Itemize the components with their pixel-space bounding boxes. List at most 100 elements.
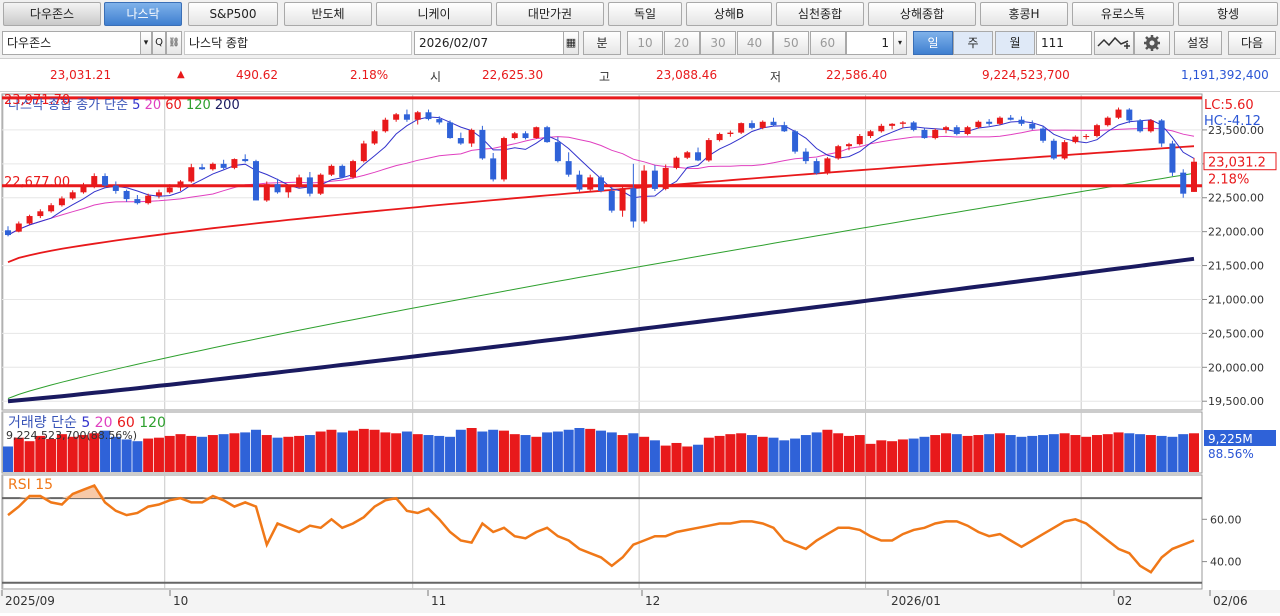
minute-button[interactable]: 분 — [583, 31, 621, 55]
tab-6[interactable]: 독일 — [608, 2, 682, 26]
lock-icon[interactable]: ⛓ — [166, 31, 182, 55]
candle-body — [403, 114, 410, 120]
tab-3[interactable]: 반도체 — [284, 2, 372, 26]
candle-body — [436, 119, 443, 123]
tab-1[interactable]: 나스닥 — [104, 2, 182, 26]
candle-body — [630, 188, 637, 222]
volume-bar — [951, 434, 962, 472]
volume-bar — [1189, 433, 1199, 472]
volume-bar — [1102, 434, 1113, 472]
x-axis-label: 11 — [431, 594, 446, 608]
settings-button[interactable]: 설정 — [1174, 31, 1222, 55]
price-panel-frame — [1, 93, 1203, 411]
symbol-input[interactable]: 다우존스 — [2, 31, 148, 55]
minute-option-30[interactable]: 30 — [700, 31, 736, 55]
candle-body — [1029, 123, 1036, 129]
volume-bar — [520, 435, 531, 472]
minute-option-20[interactable]: 20 — [663, 31, 700, 55]
minute-option-50[interactable]: 50 — [773, 31, 809, 55]
candle-body — [738, 123, 745, 133]
price-tick-label: 21,500.00 — [1208, 260, 1264, 273]
minute-option-10[interactable]: 10 — [627, 31, 663, 55]
tab-10[interactable]: 홍콩H — [980, 2, 1068, 26]
volume-bar — [315, 431, 326, 472]
volume-bar — [67, 436, 78, 472]
volume-bar — [110, 436, 121, 472]
symbol-dropdown-icon[interactable]: ▾ — [140, 31, 152, 55]
candle-body — [231, 159, 238, 168]
candle-body — [1061, 142, 1068, 159]
minute-option-40[interactable]: 40 — [736, 31, 773, 55]
rsi-legend: RSI 15 — [8, 477, 53, 493]
gear-icon[interactable] — [1134, 31, 1170, 55]
tab-5[interactable]: 대만가권 — [496, 2, 604, 26]
candle-body — [5, 230, 11, 236]
volume-bar — [649, 440, 660, 472]
minute-option-60[interactable]: 60 — [809, 31, 846, 55]
candle-body — [285, 186, 292, 193]
volume-bar — [746, 435, 757, 472]
monthly-button[interactable]: 월 — [995, 31, 1035, 55]
volume-pct-tag: 88.56% — [1208, 447, 1254, 461]
volume-bar — [736, 433, 747, 472]
tab-12[interactable]: 항셍 — [1178, 2, 1278, 26]
volume-bar — [153, 437, 164, 472]
volume-bar — [89, 433, 100, 472]
volume-bar — [35, 435, 46, 472]
volume-bar — [13, 437, 24, 472]
tab-2[interactable]: S&P500 — [188, 2, 278, 26]
candle-body — [371, 131, 378, 144]
volume-bar — [1135, 434, 1146, 472]
volume-bar — [574, 428, 585, 472]
tab-4[interactable]: 니케이 — [376, 2, 492, 26]
calendar-icon[interactable]: ▦ — [563, 31, 579, 55]
x-axis-label: 02/06 — [1213, 594, 1248, 608]
bar-count-input[interactable]: 111 — [1036, 31, 1092, 55]
price-tick-label: 20,500.00 — [1208, 327, 1264, 340]
date-input[interactable]: 2026/02/07 — [414, 31, 564, 55]
candle-body — [69, 192, 76, 199]
tab-9[interactable]: 상해종합 — [868, 2, 976, 26]
candle-body — [188, 167, 195, 182]
volume-bar — [445, 436, 456, 472]
candle-body — [565, 161, 572, 175]
price-tick-label: 22,500.00 — [1208, 192, 1264, 205]
candle-body — [382, 119, 389, 132]
x-axis-label: 2025/09 — [5, 594, 55, 608]
volume-bar — [509, 434, 520, 472]
chart-type-icon[interactable] — [1094, 31, 1134, 55]
chart-area: 19,500.00 20,000.00 20,500.00 21,000.00 21,5… — [0, 92, 1280, 613]
candle-body — [673, 157, 680, 168]
volume-bar — [531, 436, 542, 472]
volume-bar — [660, 445, 671, 472]
candle-body — [468, 129, 475, 144]
tab-7[interactable]: 상해B — [686, 2, 772, 26]
period-count-input[interactable]: 1 — [846, 31, 894, 55]
next-button[interactable]: 다음 — [1228, 31, 1276, 55]
candle-body — [1040, 128, 1047, 141]
daily-button[interactable]: 일 — [913, 31, 953, 55]
candle-body — [37, 211, 44, 217]
volume-tag-box — [1204, 430, 1276, 446]
volume-bar — [207, 435, 218, 472]
last-price-tag-box — [1203, 152, 1277, 171]
tab-0[interactable]: 다우존스 — [3, 2, 101, 26]
candle-body — [619, 188, 626, 211]
candle-body — [964, 127, 971, 134]
tab-11[interactable]: 유로스톡 — [1072, 2, 1174, 26]
volume-bar — [337, 432, 348, 472]
low-price: 22,586.40 — [826, 68, 888, 82]
candle-body — [263, 184, 270, 201]
candle-body — [123, 190, 130, 200]
price-legend: 나스닥 종합 종가 단순 5 20 60 120 200 — [8, 98, 240, 113]
x-axis-label: 02 — [1117, 594, 1132, 608]
count-dropdown-icon[interactable]: ▾ — [893, 31, 907, 55]
tab-8[interactable]: 심천종합 — [776, 2, 864, 26]
candle-body — [878, 125, 885, 132]
candle-body — [705, 140, 712, 161]
candle-body — [1093, 125, 1100, 137]
candle-body — [26, 216, 33, 224]
search-icon[interactable]: Q — [152, 31, 166, 55]
candle-body — [522, 133, 529, 139]
weekly-button[interactable]: 주 — [953, 31, 993, 55]
